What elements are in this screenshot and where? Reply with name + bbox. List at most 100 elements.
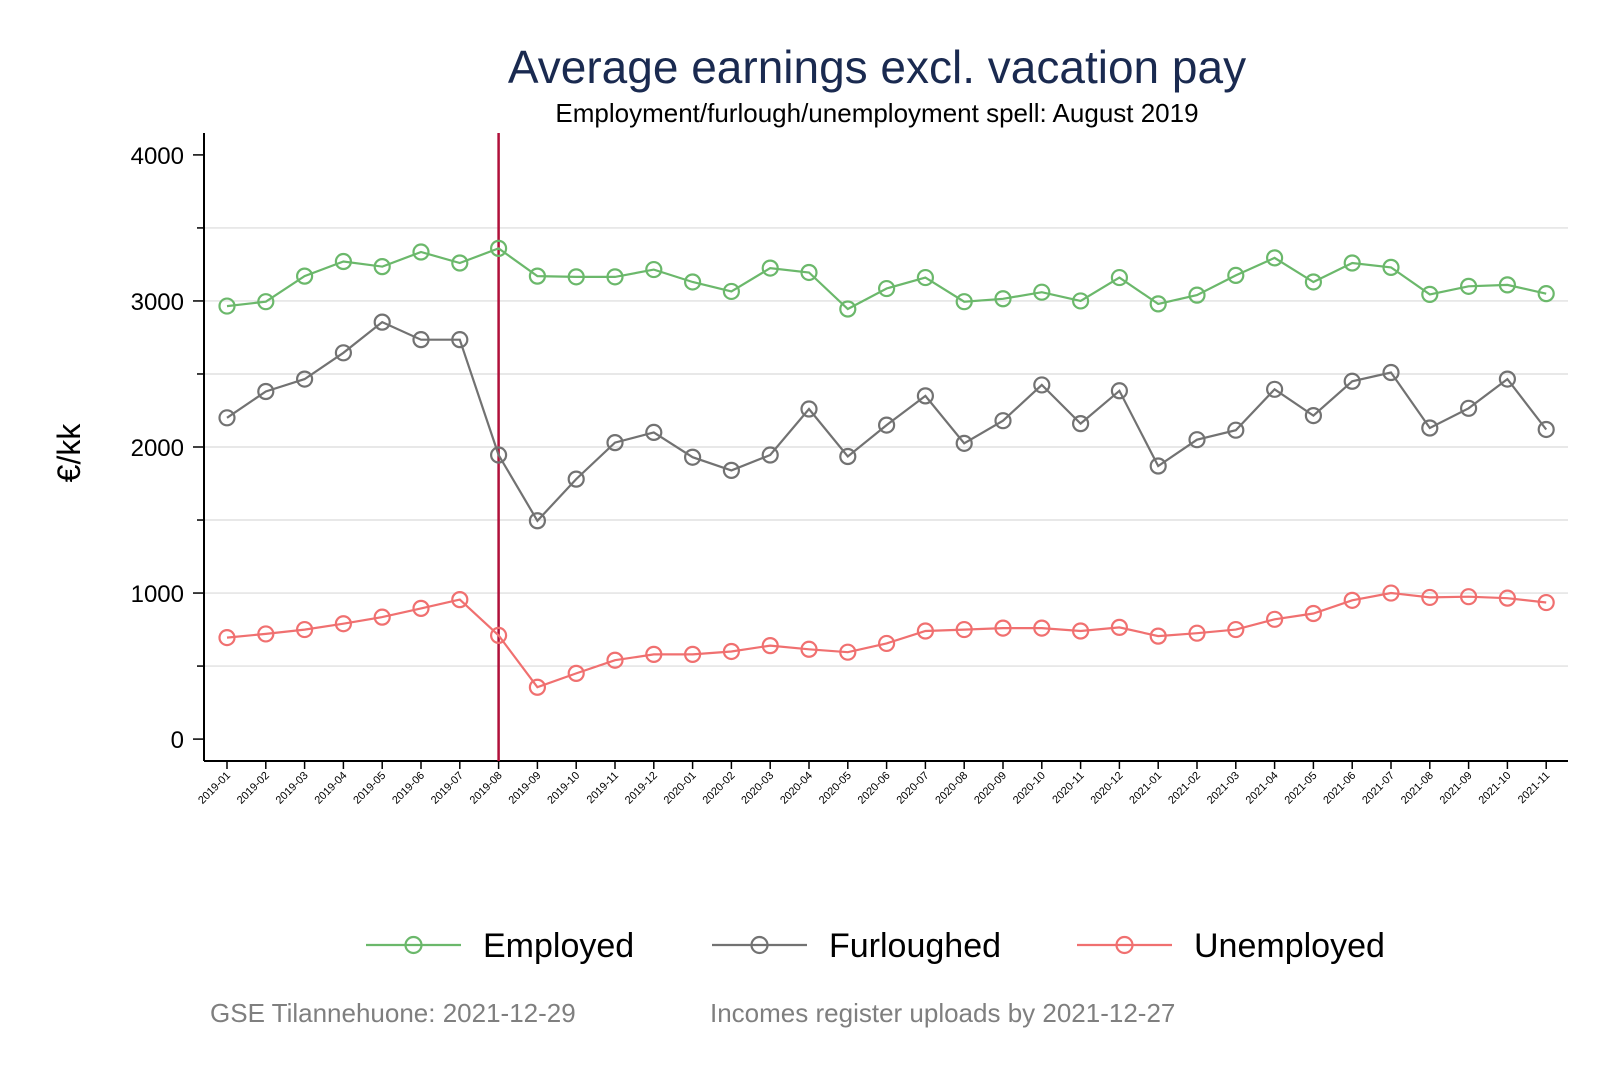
point-employed <box>1265 249 1284 267</box>
point-employed <box>451 254 469 272</box>
point-furloughed <box>528 512 547 530</box>
point-furloughed <box>722 461 741 479</box>
point-furloughed <box>1537 420 1555 439</box>
x-tick-label: 2020-12 <box>1088 770 1125 807</box>
x-tick-label: 2019-01 <box>196 770 233 807</box>
point-employed <box>373 258 391 276</box>
point-furloughed <box>761 446 779 464</box>
point-furloughed <box>877 416 896 434</box>
point-employed <box>683 273 702 291</box>
y-tick-label: 4000 <box>131 143 184 170</box>
series-line-furloughed <box>226 320 1548 523</box>
x-tick-label: 2019-07 <box>429 770 466 807</box>
series-employed <box>218 239 1555 318</box>
legend-label: Furloughed <box>829 927 1001 965</box>
x-tick-label: 2020-08 <box>933 770 970 807</box>
point-unemployed <box>1343 591 1361 609</box>
point-unemployed <box>1421 588 1439 607</box>
point-unemployed <box>761 637 779 655</box>
point-employed <box>800 263 818 282</box>
series-line-unemployed <box>226 591 1547 689</box>
point-furloughed <box>839 447 857 466</box>
point-unemployed <box>1459 588 1478 606</box>
point-employed <box>1459 277 1478 295</box>
point-employed <box>916 268 935 287</box>
point-unemployed <box>1382 584 1400 602</box>
legend-marker <box>404 935 423 955</box>
x-tick-label: 2019-03 <box>274 770 311 807</box>
y-tick-label: 1000 <box>131 581 184 608</box>
point-employed <box>1382 258 1400 276</box>
point-employed <box>994 290 1012 308</box>
series-unemployed <box>218 584 1555 696</box>
x-tick-label: 2020-09 <box>972 770 1009 807</box>
point-furloughed <box>451 331 469 349</box>
point-unemployed <box>567 664 585 682</box>
point-furloughed <box>1421 419 1439 437</box>
point-employed <box>218 297 236 315</box>
x-ticks: 2019-01 2019-02 2019-03 2019-04 2019-05 2019-… <box>196 761 1552 807</box>
point-unemployed <box>1537 593 1555 612</box>
point-furloughed <box>1265 380 1284 398</box>
x-tick-label: 2019-05 <box>351 770 388 807</box>
point-employed <box>1227 266 1245 284</box>
series-furloughed <box>218 313 1555 530</box>
x-tick-label: 2019-09 <box>506 770 543 807</box>
point-furloughed <box>334 344 352 362</box>
x-tick-label: 2020-02 <box>700 770 737 807</box>
point-unemployed <box>1498 589 1517 607</box>
point-unemployed <box>412 599 430 617</box>
point-unemployed <box>683 645 702 663</box>
x-tick-label: 2021-10 <box>1476 770 1513 807</box>
x-tick-label: 2019-12 <box>623 770 660 807</box>
point-unemployed <box>606 651 624 669</box>
point-employed <box>528 267 547 285</box>
footer-source: GSE Tilannehuone: 2021-12-29 <box>210 998 576 1028</box>
point-unemployed <box>1227 620 1245 639</box>
x-tick-label: 2021-09 <box>1438 770 1475 807</box>
chart-title: Average earnings excl. vacation pay <box>508 41 1246 93</box>
point-employed <box>334 252 352 271</box>
legend-item-employed: Employed <box>366 927 634 965</box>
point-furloughed <box>412 331 430 349</box>
point-furloughed <box>1343 372 1361 390</box>
x-tick-label: 2021-08 <box>1399 770 1436 807</box>
footer-uploads: Incomes register uploads by 2021-12-27 <box>710 998 1175 1028</box>
point-unemployed <box>1033 619 1051 637</box>
point-unemployed <box>1110 618 1129 636</box>
x-tick-label: 2021-02 <box>1166 770 1203 807</box>
x-tick-label: 2021-05 <box>1282 770 1319 807</box>
point-employed <box>722 282 741 301</box>
x-tick-label: 2021-03 <box>1205 770 1242 807</box>
point-employed <box>1033 283 1051 301</box>
point-furloughed <box>1188 431 1206 449</box>
point-unemployed <box>218 628 236 647</box>
point-unemployed <box>800 640 818 658</box>
series-line-employed <box>226 247 1547 311</box>
point-employed <box>1537 285 1555 303</box>
point-furloughed <box>567 470 585 488</box>
point-unemployed <box>1149 627 1167 645</box>
point-unemployed <box>994 619 1012 637</box>
point-furloughed <box>1110 382 1129 400</box>
point-employed <box>1071 292 1090 310</box>
x-tick-label: 2021-01 <box>1127 770 1164 807</box>
point-employed <box>877 279 896 298</box>
point-employed <box>1498 276 1517 294</box>
point-furloughed <box>373 313 391 331</box>
x-tick-label: 2021-07 <box>1360 770 1397 807</box>
series-group <box>218 239 1555 696</box>
point-furloughed <box>490 446 508 464</box>
point-unemployed <box>1071 622 1090 640</box>
point-unemployed <box>645 645 663 663</box>
point-employed <box>412 243 430 261</box>
point-furloughed <box>218 409 236 427</box>
point-unemployed <box>1304 604 1323 623</box>
point-employed <box>839 300 857 318</box>
y-ticks: 0 1000 2000 3000 4000 <box>131 143 204 754</box>
point-employed <box>1149 295 1167 313</box>
point-employed <box>761 259 779 277</box>
legend-label: Unemployed <box>1194 927 1385 965</box>
point-unemployed <box>955 620 973 639</box>
x-tick-label: 2020-04 <box>778 770 815 807</box>
